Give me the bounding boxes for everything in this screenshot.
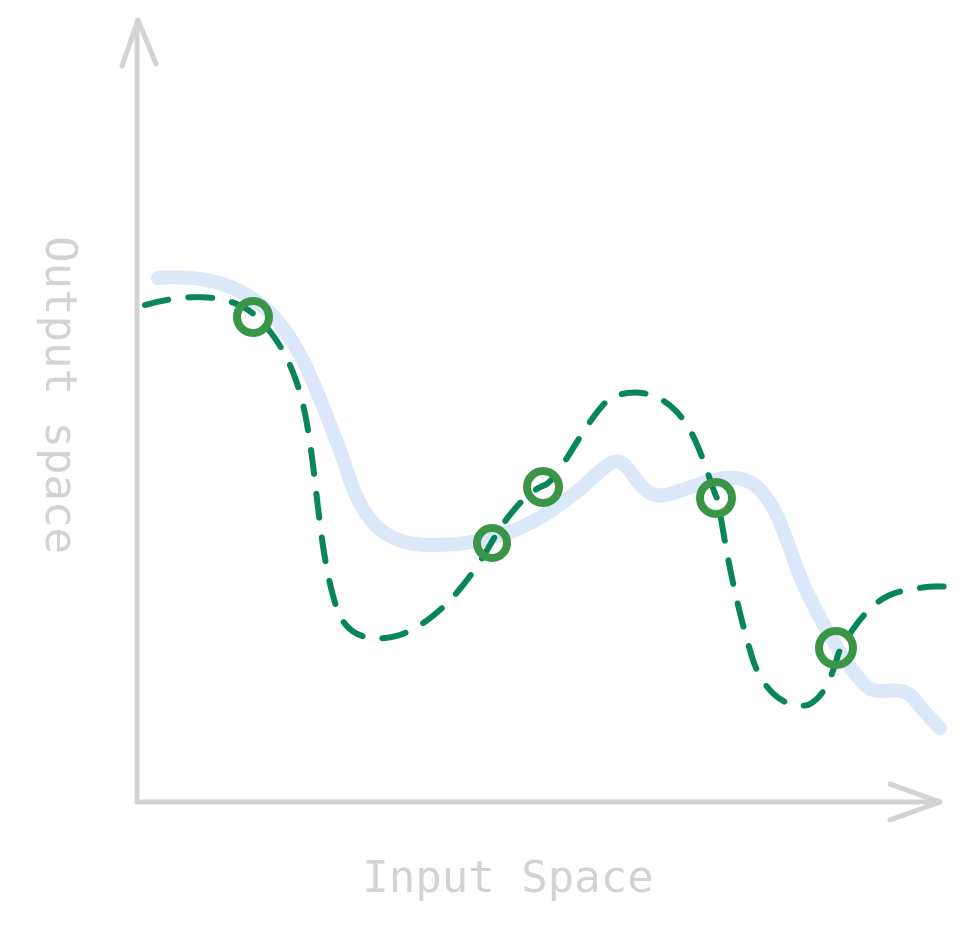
x-axis-arrowhead [887, 781, 943, 823]
axes [119, 17, 943, 823]
sample-point [473, 524, 511, 562]
y-axis-label: Output space [35, 236, 86, 554]
x-axis-label: Input Space [362, 852, 653, 903]
true-function-curve [151, 270, 947, 735]
sample-point [233, 297, 273, 337]
y-axis-arrowhead [119, 17, 159, 69]
sample-points [233, 297, 857, 669]
sample-point [815, 627, 857, 669]
sample-point [696, 478, 736, 518]
sample-point [523, 467, 563, 507]
